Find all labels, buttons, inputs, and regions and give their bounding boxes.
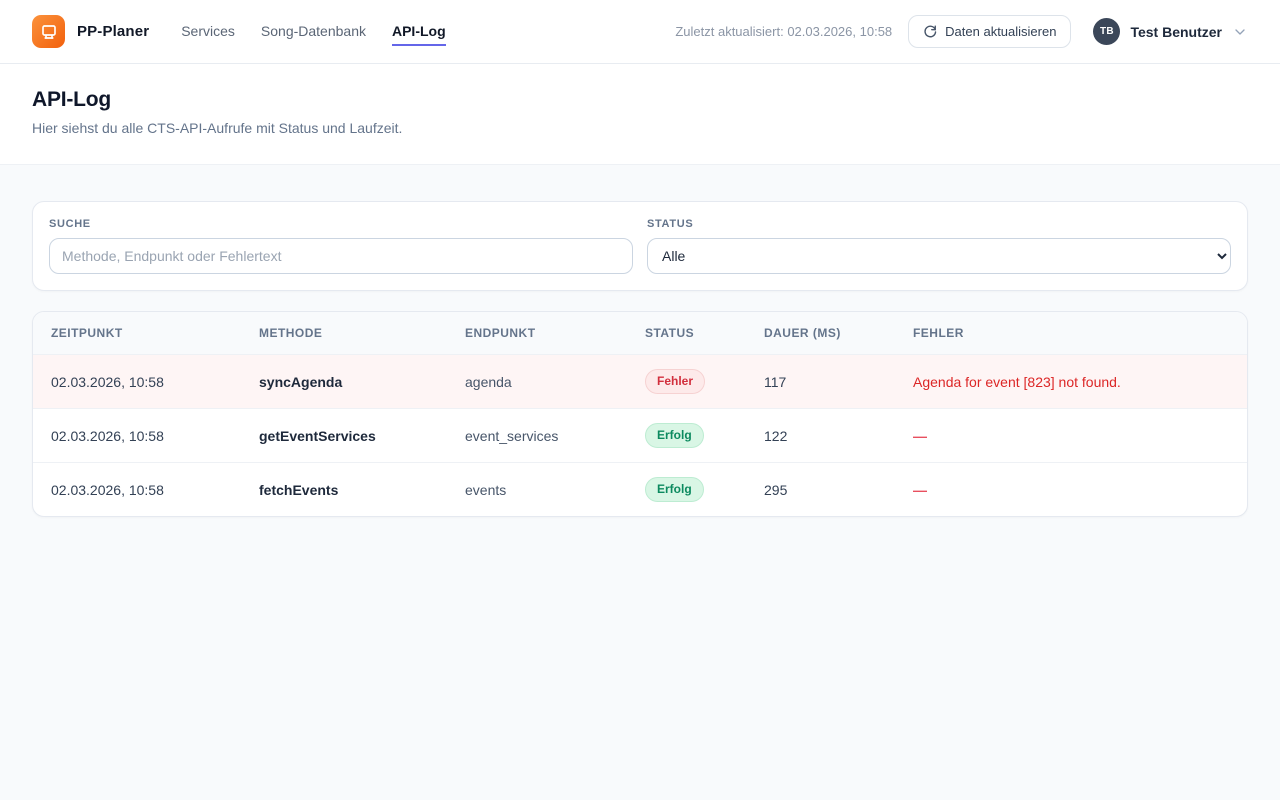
column-header: Methode [241,312,447,355]
status-select[interactable]: Alle [647,238,1231,274]
table-row: 02.03.2026, 10:58 fetchEvents events Erfolg… [33,462,1247,516]
cell-endpunkt: event_services [447,408,627,463]
table-row: 02.03.2026, 10:58 syncAgenda agenda Fehler 1… [33,354,1247,409]
page-subtitle: Hier siehst du alle CTS-API-Aufrufe mit … [32,120,403,136]
brand-name: PP-Planer [77,23,150,40]
cell-zeitpunkt: 02.03.2026, 10:58 [51,373,164,390]
search-label: Suche [49,218,91,230]
column-header: Zeitpunkt [33,312,241,355]
cell-status: Fehler [627,355,746,409]
cell-zeitpunkt: 02.03.2026, 10:58 [33,462,241,516]
status-badge: Erfolg [645,477,704,502]
chevron-down-icon [1232,24,1248,40]
cell-methode: getEventServices [241,408,447,463]
cell-fehler: — [895,408,1247,463]
last-updated-text: Zuletzt aktualisiert: 02.03.2026, 10:58 [675,24,893,39]
cell-fehler: — [895,462,1247,516]
page-header: API-Log Hier siehst du alle CTS-API-Aufr… [0,64,1280,165]
page-title: API-Log [32,88,112,111]
cell-dauer: 295 [746,462,895,516]
status-label: Status [647,218,694,230]
nav-item-song-datenbank[interactable]: Song-Datenbank [260,23,366,39]
table-row: 02.03.2026, 10:58 getEventServices event_s… [33,408,1247,463]
main-content: Suche Status Alle ZeitpunktMethodeEndpun… [0,165,1280,517]
cell-status: Erfolg [627,462,746,516]
cell-methode: fetchEvents [241,462,447,516]
cell-status: Erfolg [627,408,746,463]
api-log-table: Zeitpunkt Methode Endpunkt Status Dauer (ms)… [33,312,1247,516]
main-nav: Services Song-Datenbank API-Log [181,17,446,46]
cell-dauer: 117 [764,373,787,390]
table-header-row: Zeitpunkt Methode Endpunkt Status Dauer (ms)… [33,312,1247,355]
search-input[interactable] [49,238,633,274]
nav-item-api-log[interactable]: API-Log [391,17,446,46]
avatar: TB [1093,18,1121,45]
cell-fehler: Agenda for event [823] not found. [913,373,1121,390]
filter-card: Suche Status Alle [32,201,1248,291]
refresh-icon [923,24,937,39]
column-header: Dauer (ms) [746,312,895,355]
cell-zeitpunkt: 02.03.2026, 10:58 [33,408,241,463]
user-menu[interactable]: TB Test Benutzer [1093,18,1248,45]
column-header: Fehler [895,312,1247,355]
cell-endpunkt: agenda [465,373,512,390]
status-badge: Fehler [645,369,706,394]
status-badge: Erfolg [645,423,704,448]
status-field-group: Status Alle [647,218,1231,274]
column-header: Status [627,312,746,355]
cell-methode: syncAgenda [259,373,343,390]
nav-item-services[interactable]: Services [181,23,235,39]
user-name: Test Benutzer [1130,23,1222,40]
column-header: Endpunkt [447,312,627,355]
log-table-body: 02.03.2026, 10:58 syncAgenda agenda Fehler 1… [33,354,1247,516]
refresh-data-button[interactable]: Daten aktualisieren [908,15,1072,48]
top-navbar: PP-Planer Services Song-Datenbank API-Lo… [0,0,1280,64]
presentation-screen-icon [40,23,58,41]
cell-dauer: 122 [746,408,895,463]
search-field-group: Suche [49,218,633,274]
api-log-table-card: Zeitpunkt Methode Endpunkt Status Dauer (ms)… [32,311,1248,517]
app-logo [32,15,65,48]
cell-endpunkt: events [447,462,627,516]
refresh-button-label: Daten aktualisieren [945,24,1057,39]
